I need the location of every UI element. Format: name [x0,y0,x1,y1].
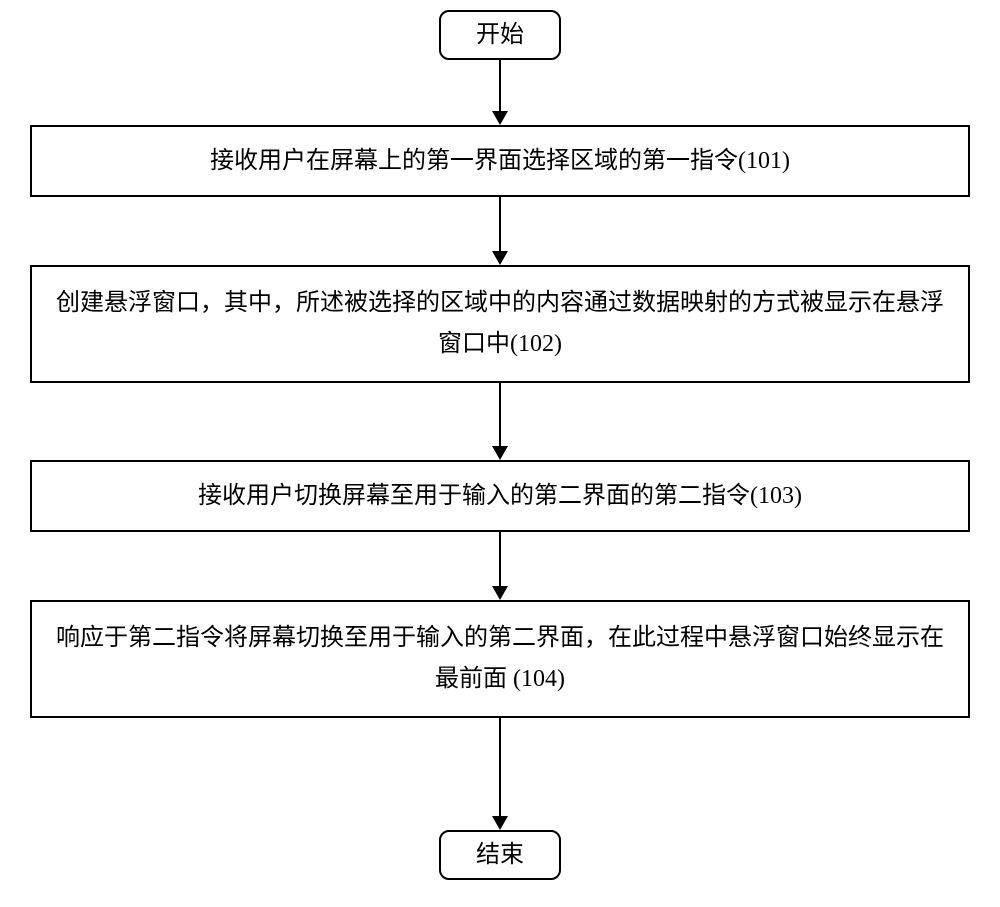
node-label: 接收用户切换屏幕至用于输入的第二界面的第二指令(103) [198,476,802,517]
end-terminal: 结束 [439,830,561,880]
edge-arrowhead [492,816,508,830]
process-step-s102: 创建悬浮窗口，其中，所述被选择的区域中的内容通过数据映射的方式被显示在悬浮窗口中… [30,265,970,383]
process-step-s103: 接收用户切换屏幕至用于输入的第二界面的第二指令(103) [30,460,970,532]
node-label: 接收用户在屏幕上的第一界面选择区域的第一指令(101) [210,141,790,182]
node-label: 响应于第二指令将屏幕切换至用于输入的第二界面，在此过程中悬浮窗口始终显示在最前面… [52,618,948,700]
flowchart-canvas: 开始接收用户在屏幕上的第一界面选择区域的第一指令(101) 创建悬浮窗口，其中，所… [0,0,1000,907]
node-label: 结束 [476,835,524,876]
node-label: 创建悬浮窗口，其中，所述被选择的区域中的内容通过数据映射的方式被显示在悬浮窗口中… [52,283,948,365]
start-terminal: 开始 [439,10,561,60]
edge-arrowhead [492,111,508,125]
edge-arrowhead [492,446,508,460]
edge-line [499,532,501,586]
edge-line [499,197,501,251]
edge-line [499,383,501,446]
edge-line [499,60,501,111]
node-label: 开始 [476,15,524,56]
process-step-s104: 响应于第二指令将屏幕切换至用于输入的第二界面，在此过程中悬浮窗口始终显示在最前面… [30,600,970,718]
process-step-s101: 接收用户在屏幕上的第一界面选择区域的第一指令(101) [30,125,970,197]
edge-arrowhead [492,586,508,600]
edge-line [499,718,501,816]
edge-arrowhead [492,251,508,265]
